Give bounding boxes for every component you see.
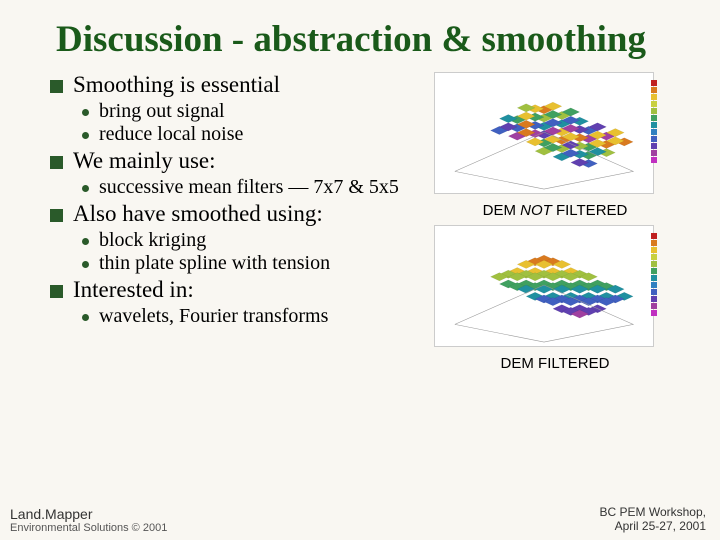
figure-column: DEM NOT FILTERED DEM FILTERED	[420, 70, 690, 376]
slide-title: Discussion - abstraction & smoothing	[56, 20, 690, 60]
brand-name: Land.Mapper	[10, 507, 167, 522]
bullet-interested-in: Interested in:	[50, 277, 420, 303]
workshop-name: BC PEM Workshop,	[600, 506, 706, 520]
subbullet-wavelets: wavelets, Fourier transforms	[82, 305, 420, 328]
color-legend	[649, 233, 679, 343]
square-bullet-icon	[50, 156, 63, 169]
dot-bullet-icon	[82, 261, 89, 268]
footer-brand-block: Land.Mapper Environmental Solutions © 20…	[10, 507, 167, 534]
square-bullet-icon	[50, 209, 63, 222]
surface-plot-noisy-icon	[434, 72, 654, 194]
bullet-text: block kriging	[99, 229, 206, 252]
caption-not: NOT	[520, 202, 552, 219]
bullet-also-smoothed: Also have smoothed using:	[50, 201, 420, 227]
dot-bullet-icon	[82, 132, 89, 139]
subbullet-mean-filters: successive mean filters — 7x7 & 5x5	[82, 176, 420, 199]
surface-plot-smooth-icon	[434, 225, 654, 347]
color-legend	[649, 80, 679, 190]
subbullet-block-kriging: block kriging	[82, 229, 420, 252]
bullet-text: Also have smoothed using:	[73, 201, 323, 227]
bullet-text: wavelets, Fourier transforms	[99, 305, 328, 328]
brand-copyright: Environmental Solutions © 2001	[10, 522, 167, 534]
dot-bullet-icon	[82, 109, 89, 116]
bullet-text: Smoothing is essential	[73, 72, 280, 98]
subbullet-reduce-noise: reduce local noise	[82, 123, 420, 146]
bullet-text: bring out signal	[99, 100, 225, 123]
dot-bullet-icon	[82, 238, 89, 245]
caption-post: FILTERED	[552, 202, 628, 219]
bullet-text: thin plate spline with tension	[99, 252, 330, 275]
dem-not-filtered-figure	[428, 70, 683, 200]
dot-bullet-icon	[82, 185, 89, 192]
subbullet-thin-plate: thin plate spline with tension	[82, 252, 420, 275]
bullet-column: Smoothing is essential bring out signal …	[50, 70, 420, 376]
bullet-text: Interested in:	[73, 277, 194, 303]
square-bullet-icon	[50, 285, 63, 298]
bullet-text: successive mean filters — 7x7 & 5x5	[99, 176, 399, 199]
caption-pre: DEM	[483, 202, 521, 219]
dem-filtered-figure	[428, 223, 683, 353]
content-area: Smoothing is essential bring out signal …	[50, 70, 690, 376]
subbullet-bring-signal: bring out signal	[82, 100, 420, 123]
dot-bullet-icon	[82, 314, 89, 321]
caption-filtered: DEM FILTERED	[501, 355, 610, 372]
workshop-date: April 25-27, 2001	[600, 520, 706, 534]
bullet-smoothing-essential: Smoothing is essential	[50, 72, 420, 98]
bullet-text: reduce local noise	[99, 123, 243, 146]
caption-not-filtered: DEM NOT FILTERED	[483, 202, 628, 219]
footer-event-block: BC PEM Workshop, April 25-27, 2001	[600, 506, 706, 534]
bullet-text: We mainly use:	[73, 148, 216, 174]
square-bullet-icon	[50, 80, 63, 93]
bullet-we-use: We mainly use:	[50, 148, 420, 174]
slide: Discussion - abstraction & smoothing Smo…	[0, 0, 720, 540]
